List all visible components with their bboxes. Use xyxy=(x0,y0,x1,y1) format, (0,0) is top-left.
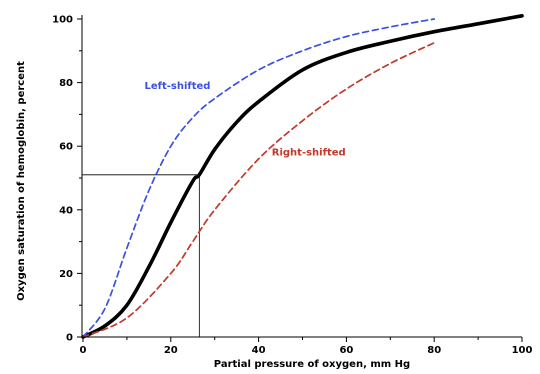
y-tick-label: 80 xyxy=(59,78,73,89)
y-tick-label: 0 xyxy=(66,333,73,344)
right-shifted-annotation: Right-shifted xyxy=(272,148,346,159)
left-shifted-curve xyxy=(82,18,436,338)
x-tick-label: 100 xyxy=(512,345,533,356)
y-axis-label: Oxygen saturation of hemoglobin, percent xyxy=(16,61,27,301)
p50-reference-lines xyxy=(82,174,200,337)
x-axis-label: Partial pressure of oxygen, mm Hg xyxy=(214,359,410,370)
series-lines xyxy=(81,14,524,339)
x-tick-label: 80 xyxy=(427,345,441,356)
y-tick-label: 40 xyxy=(59,205,73,216)
y-tick-label: 20 xyxy=(59,269,73,280)
x-tick-label: 60 xyxy=(339,345,353,356)
right-shifted-curve xyxy=(82,41,436,338)
tick-labels: 0 20 40 60 80 100 0 20 40 60 80 100 xyxy=(52,15,532,357)
axes xyxy=(77,15,523,342)
annotations: Left-shifted Right-shifted xyxy=(144,81,345,159)
x-tick-label: 20 xyxy=(164,345,178,356)
y-tick-label: 60 xyxy=(59,142,73,153)
normal-curve xyxy=(81,14,524,339)
x-tick-label: 40 xyxy=(252,345,266,356)
left-shifted-annotation: Left-shifted xyxy=(144,81,210,92)
y-tick-label: 100 xyxy=(52,15,73,26)
x-tick-label: 0 xyxy=(80,345,87,356)
